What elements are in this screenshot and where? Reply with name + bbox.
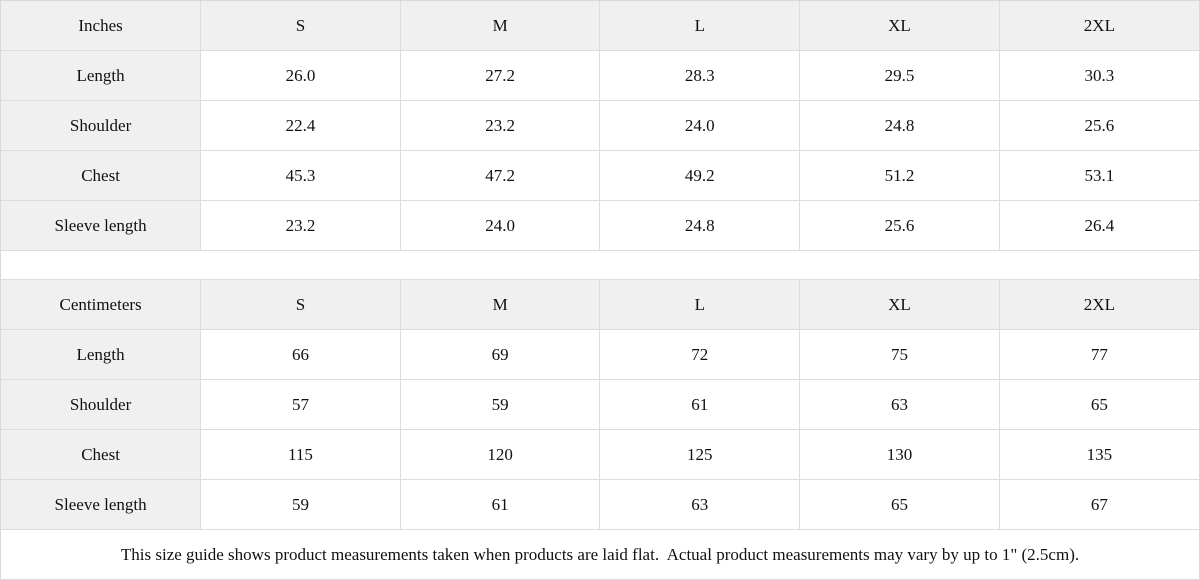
centimeters-size-table: Centimeters S M L XL 2XL Length 66 69 72 75 77 Shoul… — [0, 279, 1200, 530]
measurement-value: 47.2 — [399, 150, 601, 201]
measurement-value: 75 — [799, 329, 1000, 380]
measurement-value: 53.1 — [998, 150, 1200, 201]
measurement-value: 120 — [399, 429, 601, 480]
size-column-header: XL — [799, 0, 1000, 51]
size-column-header: M — [399, 0, 601, 51]
measurement-value: 26.0 — [200, 50, 401, 101]
measurement-value: 77 — [998, 329, 1200, 380]
measurement-value: 25.6 — [998, 100, 1200, 151]
measurement-label: Shoulder — [0, 100, 202, 151]
measurement-value: 69 — [399, 329, 601, 380]
measurement-value: 59 — [399, 379, 601, 430]
unit-header: Inches — [0, 0, 202, 51]
measurement-value: 28.3 — [599, 50, 801, 101]
measurement-row: Chest 45.3 47.2 49.2 51.2 53.1 — [0, 150, 1200, 201]
measurement-value: 115 — [200, 429, 401, 480]
measurement-value: 49.2 — [599, 150, 801, 201]
measurement-label: Length — [0, 329, 202, 380]
measurement-value: 61 — [399, 479, 601, 530]
measurement-label: Chest — [0, 429, 202, 480]
size-table-header-row: Inches S M L XL 2XL — [0, 0, 1200, 51]
measurement-value: 59 — [200, 479, 401, 530]
measurement-row: Shoulder 22.4 23.2 24.0 24.8 25.6 — [0, 100, 1200, 151]
measurement-row: Length 26.0 27.2 28.3 29.5 30.3 — [0, 50, 1200, 101]
measurement-label: Sleeve length — [0, 200, 202, 251]
measurement-value: 45.3 — [200, 150, 401, 201]
measurement-value: 26.4 — [998, 200, 1200, 251]
measurement-value: 65 — [799, 479, 1000, 530]
measurement-value: 65 — [998, 379, 1200, 430]
size-table-header-row: Centimeters S M L XL 2XL — [0, 279, 1200, 330]
measurement-value: 125 — [599, 429, 801, 480]
size-column-header: S — [200, 0, 401, 51]
measurement-value: 135 — [998, 429, 1200, 480]
measurement-value: 61 — [599, 379, 801, 430]
measurement-value: 29.5 — [799, 50, 1000, 101]
measurement-value: 23.2 — [399, 100, 601, 151]
size-column-header: XL — [799, 279, 1000, 330]
measurement-value: 67 — [998, 479, 1200, 530]
measurement-value: 22.4 — [200, 100, 401, 151]
measurement-value: 24.0 — [599, 100, 801, 151]
measurement-label: Shoulder — [0, 379, 202, 430]
inches-size-table: Inches S M L XL 2XL Length 26.0 27.2 28.3 29.5 30.3… — [0, 0, 1200, 251]
measurement-row: Length 66 69 72 75 77 — [0, 329, 1200, 380]
table-spacer — [1, 250, 1199, 280]
measurement-value: 23.2 — [200, 200, 401, 251]
measurement-value: 30.3 — [998, 50, 1200, 101]
size-column-header: 2XL — [998, 0, 1200, 51]
measurement-value: 57 — [200, 379, 401, 430]
measurement-label: Length — [0, 50, 202, 101]
size-guide-note: This size guide shows product measuremen… — [1, 529, 1199, 579]
measurement-value: 63 — [599, 479, 801, 530]
measurement-value: 130 — [799, 429, 1000, 480]
unit-header: Centimeters — [0, 279, 202, 330]
size-column-header: M — [399, 279, 601, 330]
size-column-header: S — [200, 279, 401, 330]
size-column-header: L — [599, 0, 801, 51]
measurement-label: Sleeve length — [0, 479, 202, 530]
size-column-header: L — [599, 279, 801, 330]
size-column-header: 2XL — [998, 279, 1200, 330]
measurement-value: 51.2 — [799, 150, 1000, 201]
measurement-value: 66 — [200, 329, 401, 380]
measurement-value: 25.6 — [799, 200, 1000, 251]
measurement-row: Sleeve length 59 61 63 65 67 — [0, 479, 1200, 530]
measurement-value: 24.8 — [799, 100, 1000, 151]
measurement-value: 63 — [799, 379, 1000, 430]
measurement-value: 24.8 — [599, 200, 801, 251]
measurement-row: Chest 115 120 125 130 135 — [0, 429, 1200, 480]
measurement-label: Chest — [0, 150, 202, 201]
measurement-row: Sleeve length 23.2 24.0 24.8 25.6 26.4 — [0, 200, 1200, 251]
measurement-value: 72 — [599, 329, 801, 380]
measurement-row: Shoulder 57 59 61 63 65 — [0, 379, 1200, 430]
measurement-value: 27.2 — [399, 50, 601, 101]
measurement-value: 24.0 — [399, 200, 601, 251]
